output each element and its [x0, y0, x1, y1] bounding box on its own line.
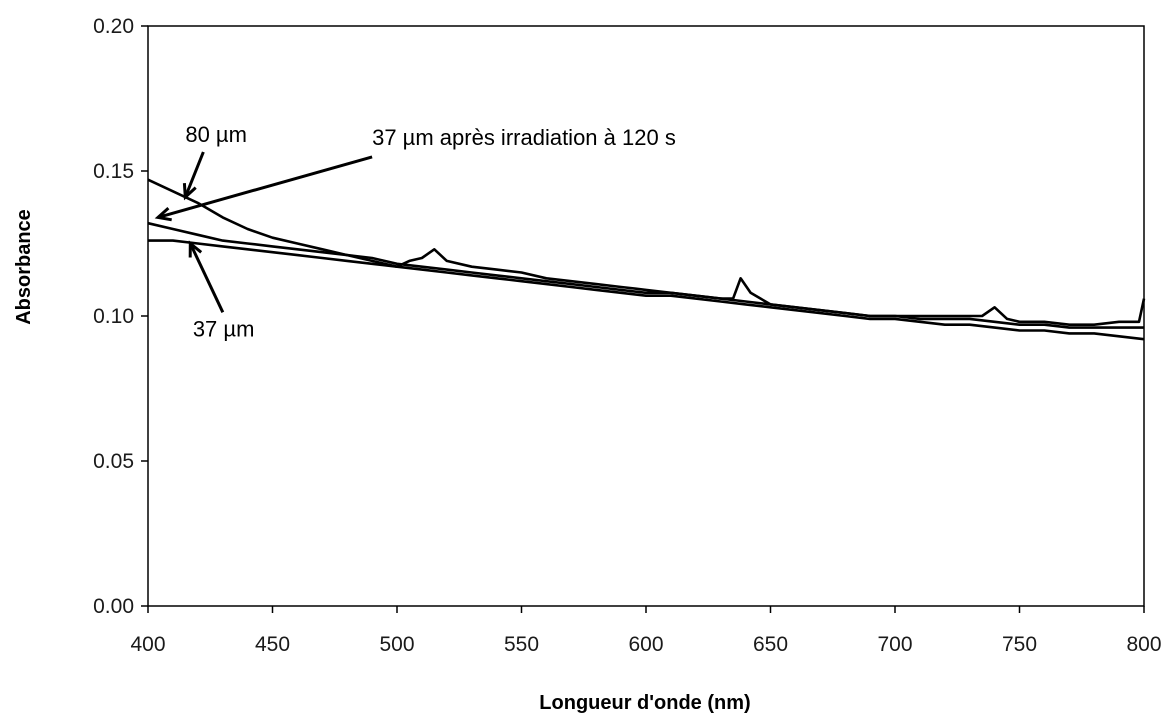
annotation-arrowhead-1	[182, 183, 197, 201]
x-tick-label: 700	[877, 633, 912, 656]
y-axis-title: Absorbance	[13, 209, 35, 325]
annotation-arrowhead-3	[188, 240, 203, 258]
series-line-3	[148, 239, 1145, 341]
annotation-label-3: 37 µm	[193, 316, 255, 341]
y-tick-label: 0.20	[93, 15, 134, 38]
annotation-label-2: 37 µm après irradiation à 120 s	[372, 125, 676, 150]
annotation-arrow-3	[188, 242, 225, 313]
annotation-layer: 80 µm 37 µm après irradiation à 120 s 37 µ…	[154, 122, 676, 341]
annotation-arrow-1	[183, 151, 205, 198]
x-tick-label: 500	[379, 633, 414, 656]
x-tick-label: 450	[255, 633, 290, 656]
x-tick-label: 600	[628, 633, 663, 656]
annotation-arrow-2	[157, 155, 373, 219]
series-layer	[147, 178, 1146, 341]
x-tick-label: 400	[130, 633, 165, 656]
x-tick-label: 650	[753, 633, 788, 656]
x-tick-label: 550	[504, 633, 539, 656]
y-tick-label: 0.10	[93, 305, 134, 328]
annotation-label-1: 80 µm	[185, 122, 247, 147]
x-axis-title: Longueur d'onde (nm)	[539, 692, 750, 714]
axes: 400 450 500 550 600 650 700 750 800 0.00 0.05 0.10 0…	[93, 15, 1161, 656]
y-tick-label: 0.00	[93, 595, 134, 618]
annotation-arrowhead-2	[154, 206, 172, 222]
x-tick-label: 800	[1126, 633, 1161, 656]
series-line-2	[147, 221, 1144, 329]
y-tick-label: 0.15	[93, 160, 134, 183]
y-tick-label: 0.05	[93, 450, 134, 473]
x-tick-label: 750	[1002, 633, 1037, 656]
